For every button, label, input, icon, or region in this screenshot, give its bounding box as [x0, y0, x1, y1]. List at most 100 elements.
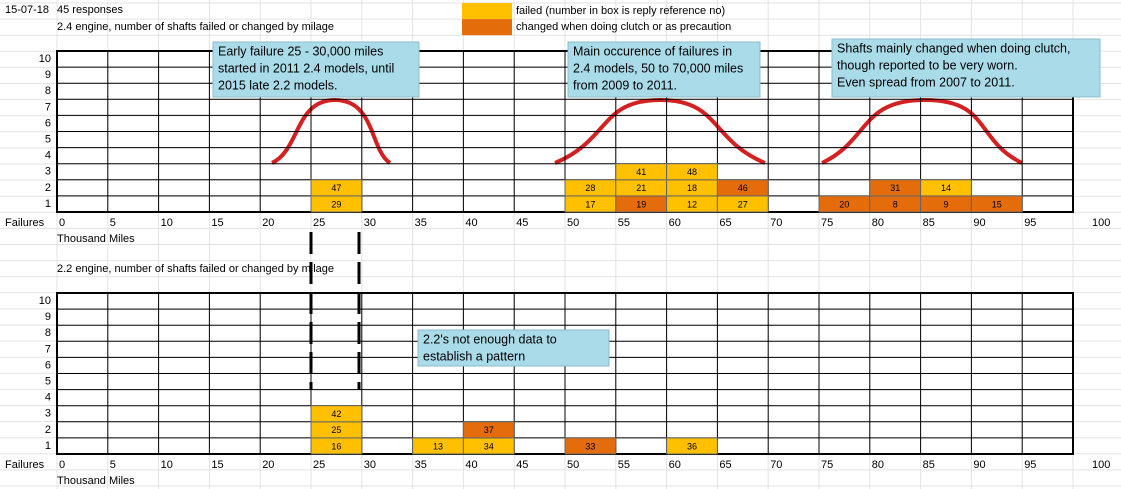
x-label: 75 [821, 217, 833, 229]
note-box [417, 329, 610, 367]
note-line: 2.2's not enough data to [423, 332, 557, 346]
y-label: 6 [45, 117, 51, 129]
curve [271, 97, 392, 165]
y-label: 3 [45, 166, 51, 178]
note-line: from 2009 to 2011. [573, 78, 677, 92]
x-label: 55 [618, 459, 630, 471]
cell-ref: 18 [687, 183, 697, 193]
x-label: 80 [872, 217, 884, 229]
cell [462, 421, 515, 439]
y-label: 7 [45, 343, 51, 355]
cell-ref: 47 [331, 183, 341, 193]
legend-swatch [462, 19, 512, 36]
x-label: 30 [364, 217, 376, 229]
note-box [212, 41, 420, 98]
cell-ref: 41 [636, 167, 646, 177]
cell-ref: 28 [585, 183, 595, 193]
legend-swatch [462, 3, 512, 20]
cell [970, 195, 1023, 213]
y-label: 2 [45, 182, 51, 194]
cell-ref: 33 [585, 441, 595, 451]
y-label: 5 [45, 375, 51, 387]
note-line: establish a pattern [423, 349, 525, 363]
y-label: 8 [45, 85, 51, 97]
y-label: 8 [45, 327, 51, 339]
x-label: 55 [618, 217, 630, 229]
y-label: 9 [45, 69, 51, 81]
x-title: Thousand Miles [57, 233, 135, 245]
x-label: 40 [465, 459, 477, 471]
cell [666, 437, 718, 455]
x-label: 80 [872, 459, 884, 471]
x-label: 5 [110, 459, 116, 471]
x-label: 0 [59, 217, 65, 229]
note-line: 2.4 models, 50 to 70,000 miles [573, 61, 743, 75]
x-label: 25 [313, 217, 325, 229]
cell-ref: 19 [636, 199, 646, 209]
x-title: Thousand Miles [57, 475, 135, 487]
x-label: 20 [262, 217, 274, 229]
note-line: 2015 late 2.2 models. [218, 78, 338, 92]
x-label: 5 [110, 217, 116, 229]
x-label: 100 [1092, 459, 1110, 471]
cell [310, 179, 363, 197]
cell-ref: 36 [687, 441, 697, 451]
date: 15-07-18 [5, 4, 49, 16]
x-label: 70 [770, 459, 782, 471]
y-label: 1 [45, 198, 51, 210]
y-label: 7 [45, 101, 51, 113]
y-label: 10 [39, 53, 51, 65]
y-label: 1 [45, 440, 51, 452]
cell-ref: 48 [687, 167, 697, 177]
x-label: 85 [923, 217, 935, 229]
x-label: 60 [669, 217, 681, 229]
cell-ref: 8 [893, 199, 898, 209]
x-label: 0 [59, 459, 65, 471]
note-box [831, 38, 1101, 98]
cell [716, 179, 769, 197]
cell-ref: 42 [331, 409, 341, 419]
note-line: though reported to be very worn. [837, 58, 1018, 72]
x-label: 30 [364, 459, 376, 471]
y-label: 9 [45, 311, 51, 323]
cell-ref: 25 [331, 425, 341, 435]
cell-ref: 16 [331, 441, 341, 451]
x-label: 35 [415, 459, 427, 471]
cell-ref: 21 [636, 183, 646, 193]
cell-ref: 29 [331, 199, 341, 209]
cell-ref: 20 [839, 199, 849, 209]
y-label: 2 [45, 424, 51, 436]
x-label: 90 [973, 459, 985, 471]
x-label: 15 [211, 459, 223, 471]
x-prefix: Failures [5, 459, 45, 471]
x-label: 25 [313, 459, 325, 471]
responses: 45 responses [57, 4, 124, 16]
x-label: 65 [719, 459, 731, 471]
note-line: Early failure 25 - 30,000 miles [218, 44, 383, 58]
chart-title: 2.2 engine, number of shafts failed or c… [57, 263, 334, 275]
x-label: 50 [567, 217, 579, 229]
x-label: 15 [211, 217, 223, 229]
x-label: 75 [821, 459, 833, 471]
x-label: 85 [923, 459, 935, 471]
y-label: 6 [45, 359, 51, 371]
cell-ref: 17 [585, 199, 595, 209]
note-line: Main occurence of failures in [573, 44, 732, 58]
curve [554, 97, 766, 165]
cell-ref: 27 [738, 199, 748, 209]
cell [564, 437, 617, 455]
x-prefix: Failures [5, 217, 45, 229]
x-label: 100 [1092, 217, 1110, 229]
x-label: 35 [415, 217, 427, 229]
cell-ref: 13 [433, 441, 443, 451]
cell-ref: 37 [484, 425, 494, 435]
x-label: 10 [161, 459, 173, 471]
cell-ref: 15 [992, 199, 1002, 209]
y-label: 4 [45, 392, 51, 404]
x-label: 70 [770, 217, 782, 229]
note-line: Shafts mainly changed when doing clutch, [837, 41, 1070, 55]
cell-ref: 46 [738, 183, 748, 193]
y-label: 4 [45, 150, 51, 162]
curve [821, 97, 1023, 165]
